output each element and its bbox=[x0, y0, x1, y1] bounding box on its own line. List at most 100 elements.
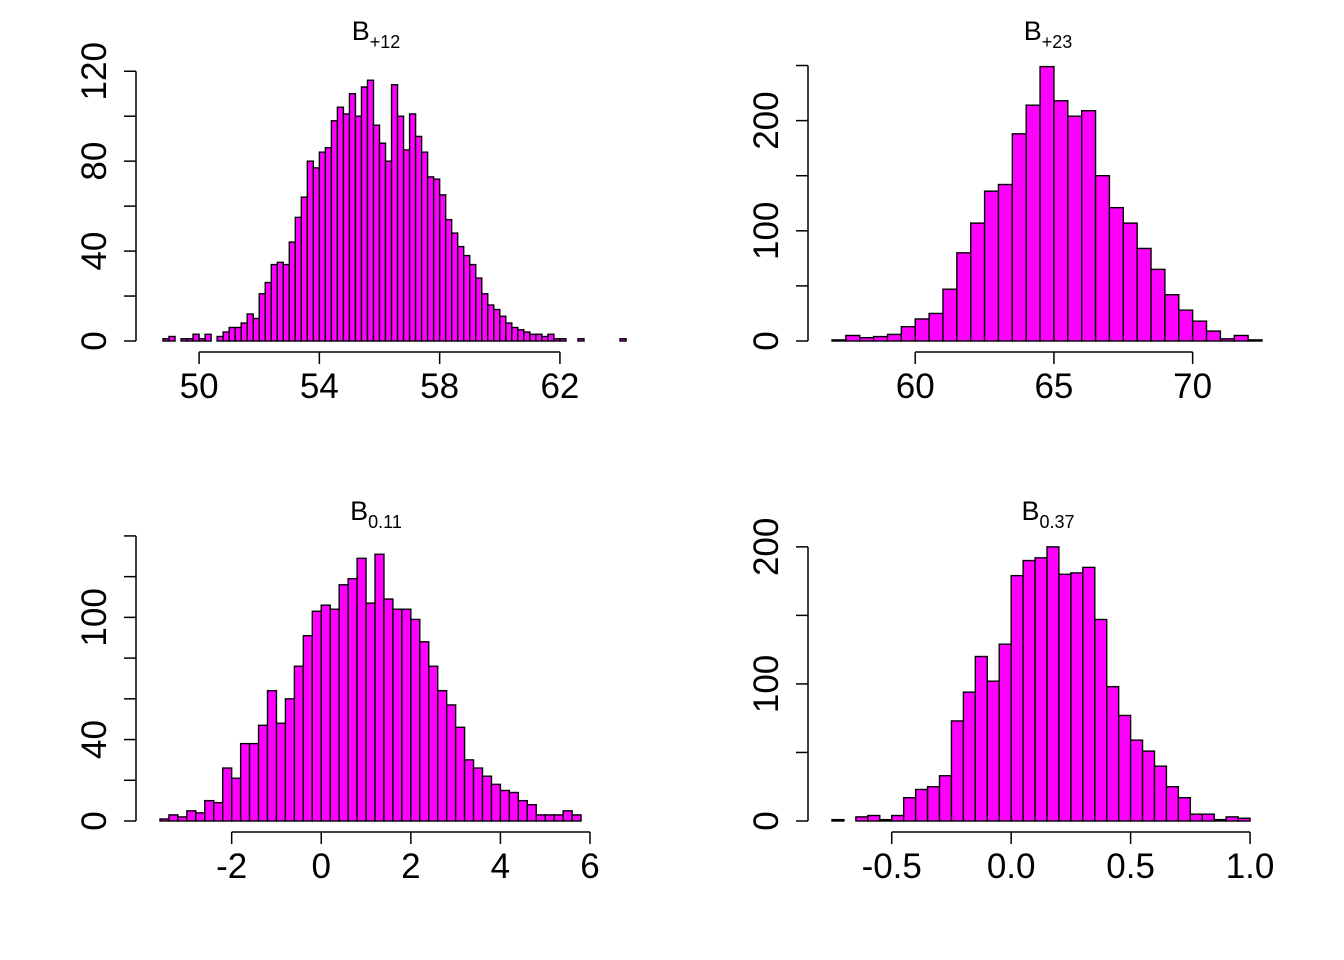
panel-title: B0.11 bbox=[350, 496, 402, 532]
title-main: B bbox=[1021, 496, 1039, 526]
y-tick-label: 0 bbox=[75, 331, 114, 350]
histogram-bar bbox=[216, 335, 224, 342]
histogram-bar bbox=[970, 222, 986, 342]
x-tick-label: 60 bbox=[896, 367, 935, 406]
histogram-bar bbox=[230, 777, 242, 822]
bars bbox=[159, 553, 582, 822]
histogram-bar bbox=[284, 698, 296, 822]
histogram-bar bbox=[1213, 818, 1227, 822]
x-tick-label: 0 bbox=[312, 847, 331, 886]
x-tick-label: 50 bbox=[180, 367, 219, 406]
histogram-bar bbox=[1070, 572, 1084, 822]
histogram-bar bbox=[544, 814, 555, 822]
histogram-bar bbox=[535, 333, 543, 342]
histogram-bar bbox=[956, 252, 972, 342]
histogram-bar bbox=[228, 326, 236, 342]
histogram-bar bbox=[320, 604, 331, 822]
histogram-bar bbox=[986, 680, 1000, 822]
histogram-bar bbox=[246, 313, 254, 342]
histogram-bar bbox=[360, 86, 369, 342]
axes: -0.5 0.0 0.5 1.0 0 100 200 bbox=[747, 518, 1274, 886]
bars bbox=[831, 546, 1251, 822]
histogram-bar bbox=[1025, 104, 1041, 342]
histogram-bar bbox=[222, 767, 233, 822]
histogram-bar bbox=[294, 216, 303, 342]
histogram-bar bbox=[1233, 334, 1249, 342]
histogram-bar bbox=[372, 124, 381, 342]
title-main: B bbox=[350, 496, 368, 526]
histogram-bar bbox=[450, 232, 459, 342]
histogram-bar bbox=[902, 797, 917, 822]
histogram-bar bbox=[312, 167, 321, 342]
histogram-bar bbox=[493, 308, 501, 342]
histogram-bar bbox=[983, 190, 1000, 342]
histogram-bar bbox=[997, 183, 1014, 342]
histogram-bar bbox=[195, 812, 206, 822]
x-tick-label: 58 bbox=[420, 367, 459, 406]
histogram-bar bbox=[490, 783, 502, 822]
histogram-bar bbox=[445, 704, 457, 822]
histogram-bar bbox=[541, 335, 549, 342]
histogram-bar bbox=[329, 608, 340, 822]
histogram-bar bbox=[463, 254, 471, 342]
x-tick-label: 6 bbox=[580, 847, 599, 886]
histogram-bar bbox=[168, 814, 179, 822]
histogram-bar bbox=[347, 577, 358, 822]
histogram-bar bbox=[872, 335, 889, 342]
histogram-bar bbox=[831, 818, 845, 822]
x-tick-label: 0.0 bbox=[987, 847, 1036, 886]
histogram-bar bbox=[366, 79, 375, 342]
histogram-bar bbox=[374, 553, 385, 822]
histogram-bar bbox=[390, 84, 399, 342]
histogram-bar bbox=[559, 338, 567, 342]
histogram-bar bbox=[234, 326, 242, 342]
histogram-bar bbox=[508, 791, 520, 822]
histogram-bar bbox=[1058, 573, 1072, 822]
histogram-bar bbox=[487, 304, 495, 342]
axes: 60 65 70 0 100 200 bbox=[747, 64, 1212, 406]
histogram-bar bbox=[463, 759, 475, 822]
histogram-bar bbox=[401, 608, 412, 822]
histogram-bar bbox=[306, 160, 315, 342]
histogram-bar bbox=[517, 329, 525, 342]
histogram-bar bbox=[186, 338, 194, 342]
histogram-bar bbox=[1153, 765, 1168, 822]
histogram-bar bbox=[419, 641, 430, 822]
histogram-bar bbox=[562, 810, 573, 822]
histogram-bar bbox=[378, 142, 387, 342]
histogram-bar bbox=[396, 115, 405, 342]
histogram-bar bbox=[1237, 817, 1251, 822]
histogram-bar bbox=[529, 333, 537, 342]
y-tick-label: 200 bbox=[747, 91, 786, 149]
histogram-bar bbox=[324, 146, 333, 342]
histogram-bar bbox=[481, 775, 493, 822]
histogram-bar bbox=[926, 786, 941, 822]
histogram-bar bbox=[1022, 559, 1036, 822]
histogram-bar bbox=[300, 196, 309, 342]
histogram-bar bbox=[1122, 222, 1138, 342]
histogram-bar bbox=[257, 724, 269, 822]
histogram-bar bbox=[1177, 797, 1192, 822]
histogram-bar bbox=[547, 333, 555, 342]
title-subscript: +23 bbox=[1042, 32, 1073, 52]
x-tick-label: 4 bbox=[491, 847, 510, 886]
histogram-bar bbox=[276, 261, 284, 342]
histogram-bar bbox=[526, 804, 537, 822]
histogram-bar bbox=[886, 333, 903, 342]
histogram-bar bbox=[177, 816, 188, 822]
histogram-bar bbox=[1108, 206, 1124, 342]
histogram-bar bbox=[475, 277, 483, 342]
histogram-bar bbox=[159, 818, 170, 822]
histogram-bar bbox=[365, 602, 376, 822]
histogram-bar bbox=[239, 742, 251, 822]
histogram-bar bbox=[384, 160, 393, 342]
histogram-bar bbox=[258, 293, 266, 342]
y-tick-label: 120 bbox=[75, 42, 114, 100]
x-tick-label: 62 bbox=[540, 367, 579, 406]
histogram-bar bbox=[1136, 247, 1152, 342]
histogram-bar bbox=[432, 178, 441, 342]
histogram-bar bbox=[266, 689, 278, 822]
histogram-bar bbox=[938, 775, 953, 822]
histogram-bar bbox=[410, 618, 421, 822]
title-main: B bbox=[1024, 16, 1042, 46]
